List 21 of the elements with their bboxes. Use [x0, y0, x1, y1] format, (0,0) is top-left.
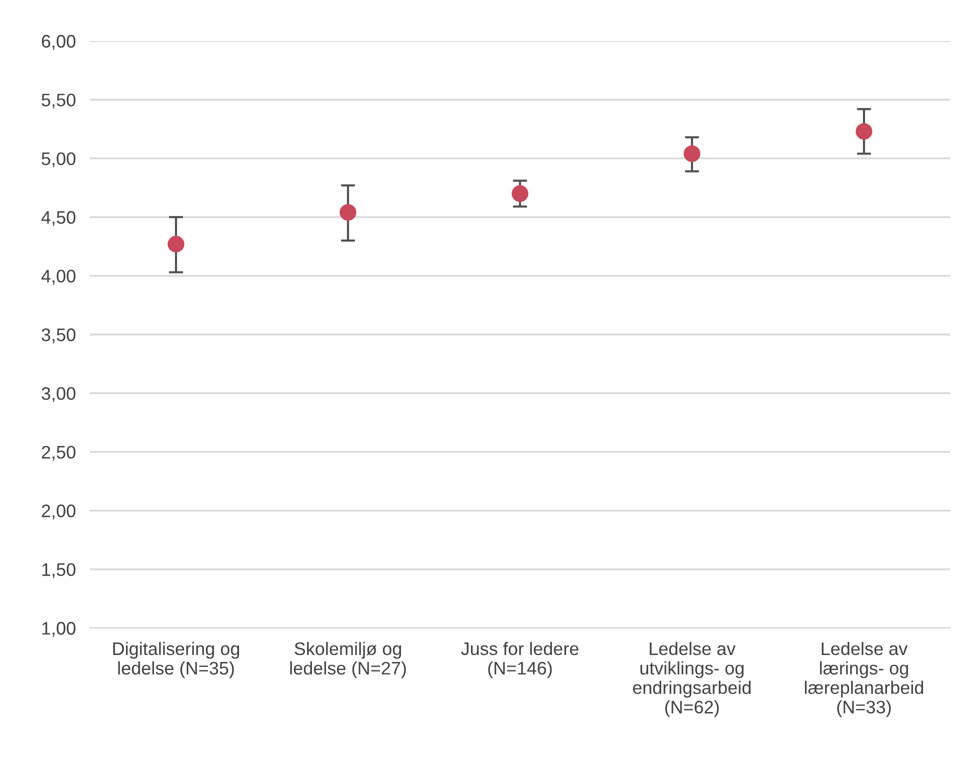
- x-tick-label: Skolemiljø og ledelse (N=27): [290, 642, 406, 678]
- x-tick-label: Ledelse av lærings- og læreplanarbeid (N=33): [804, 642, 924, 718]
- point: [168, 236, 184, 252]
- point: [856, 123, 872, 140]
- x-tick-label: Ledelse av utviklings- og endringsarbeid (N=62): [633, 642, 751, 718]
- y-tick-label: 5,00: [42, 152, 76, 168]
- y-tick-label: 3,00: [42, 387, 76, 402]
- y-tick-label: 5,50: [42, 94, 76, 109]
- x-tick-label: Juss for ledere (N=146): [461, 642, 578, 678]
- y-tick-label: 2,00: [42, 504, 76, 520]
- y-tick-label: 1,50: [42, 563, 76, 578]
- point: [512, 185, 528, 202]
- x-tick-label: Digitalisering og ledelse (N=35): [113, 642, 240, 678]
- point: [340, 204, 356, 221]
- y-tick-label: 3,50: [42, 328, 76, 344]
- y-tick-label: 6,00: [42, 34, 76, 50]
- y-tick-label: 4,50: [41, 211, 76, 226]
- y-tick-label: 1,00: [42, 622, 76, 637]
- y-tick-label: 4,00: [41, 270, 76, 285]
- point: [684, 145, 700, 162]
- y-tick-label: 2,50: [42, 446, 76, 461]
